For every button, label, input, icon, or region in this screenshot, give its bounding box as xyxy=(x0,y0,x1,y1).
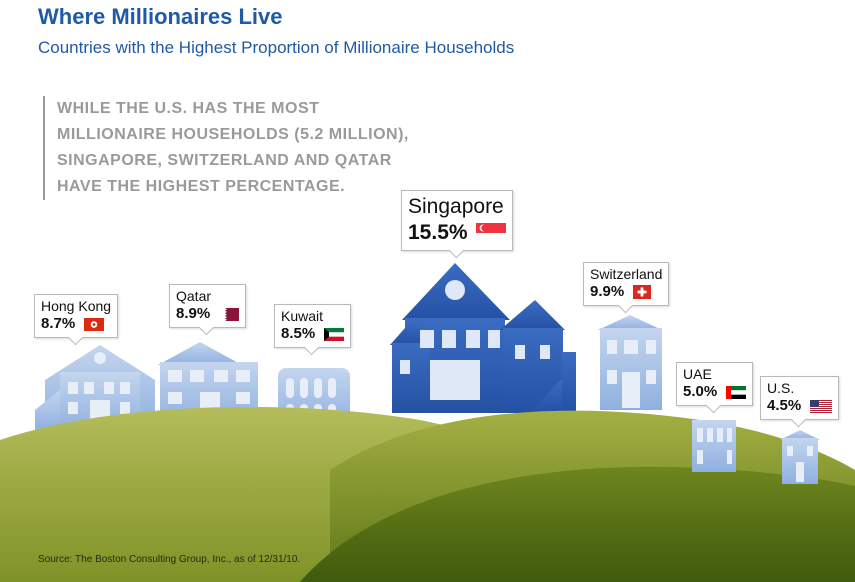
source-note: Source: The Boston Consulting Group, Inc… xyxy=(38,554,301,565)
percentage-value: 15.5% xyxy=(408,221,468,244)
chart-title: Where Millionaires Live xyxy=(38,4,283,29)
label-hong-kong: Hong Kong 8.7% xyxy=(34,294,119,339)
country-name: U.S. xyxy=(767,380,795,396)
label-switzerland: Switzerland 9.9% xyxy=(583,262,670,307)
country-name: Singapore xyxy=(408,195,504,218)
percentage-value: 8.7% xyxy=(41,315,76,332)
house-uae xyxy=(692,420,736,472)
label-uae: UAE 5.0% xyxy=(676,362,753,407)
qatar-flag-icon xyxy=(218,307,239,321)
chart-subtitle: Countries with the Highest Proportion of… xyxy=(38,38,515,57)
kuwait-flag-icon xyxy=(323,327,344,341)
callout-line: WHILE THE U.S. HAS THE MOST xyxy=(57,100,320,117)
singapore-flag-icon xyxy=(476,223,506,243)
callout-line: MILLIONAIRE HOUSEHOLDS (5.2 MILLION), xyxy=(57,126,409,143)
label-singapore: Singapore 15.5% xyxy=(401,190,513,251)
hong-kong-flag-icon xyxy=(83,317,104,331)
percentage-value: 9.9% xyxy=(590,283,625,300)
callout-text: WHILE THE U.S. HAS THE MOST MILLIONAIRE … xyxy=(43,96,457,200)
house-us xyxy=(780,430,820,484)
label-qatar: Qatar 8.9% xyxy=(169,284,246,329)
country-name: Kuwait xyxy=(281,308,324,324)
country-name: Qatar xyxy=(176,288,212,304)
country-name: Hong Kong xyxy=(41,298,112,314)
country-name: UAE xyxy=(683,366,712,382)
callout-line: HAVE THE HIGHEST PERCENTAGE. xyxy=(57,178,346,195)
uae-flag-icon xyxy=(725,385,746,399)
house-switzerland xyxy=(598,315,662,410)
callout-line: SINGAPORE, SWITZERLAND AND QATAR xyxy=(57,152,392,169)
switzerland-flag-icon xyxy=(632,285,651,299)
house-singapore xyxy=(390,263,576,413)
percentage-value: 8.9% xyxy=(176,305,211,322)
percentage-value: 8.5% xyxy=(281,325,316,342)
label-us: U.S. 4.5% xyxy=(760,376,839,421)
label-kuwait: Kuwait 8.5% xyxy=(274,304,351,349)
percentage-value: 4.5% xyxy=(767,397,802,414)
us-flag-icon xyxy=(809,399,832,413)
country-name: Switzerland xyxy=(590,266,663,282)
percentage-value: 5.0% xyxy=(683,383,718,400)
